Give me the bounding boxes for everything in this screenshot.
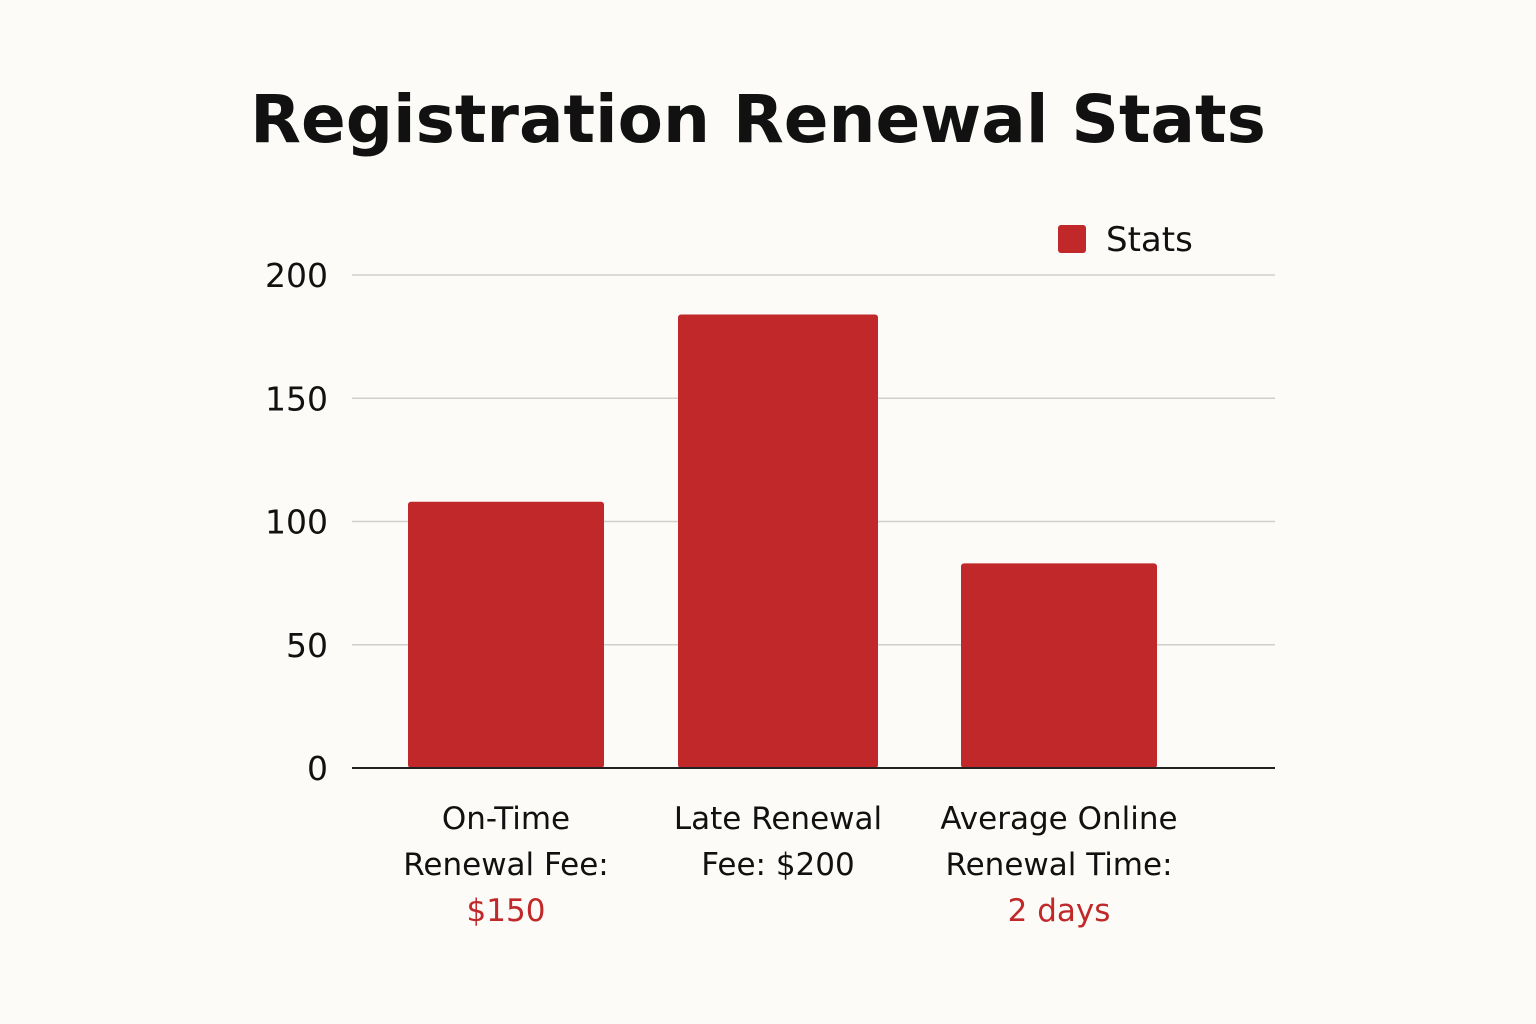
bar-2[interactable] — [678, 314, 878, 768]
y-tick-label: 200 — [265, 256, 328, 295]
x-axis-labels: On-Time Renewal Fee: $150 Late Renewal Fee: … — [403, 801, 1177, 929]
bar-3[interactable] — [961, 563, 1157, 768]
bar-1[interactable] — [408, 501, 604, 768]
y-tick-label: 100 — [265, 503, 328, 542]
legend-label-stats: Stats — [1106, 220, 1193, 260]
x-tick-label: Fee: $200 — [701, 847, 854, 883]
legend-swatch-stats — [1058, 225, 1086, 253]
x-tick-label: On-Time — [442, 801, 570, 837]
x-tick-highlight: 2 days — [1008, 893, 1111, 929]
chart-title: Registration Renewal Stats — [250, 81, 1266, 158]
bars — [408, 314, 1157, 768]
x-tick-highlight: $150 — [467, 893, 546, 929]
x-tick-label: Renewal Time: — [945, 847, 1172, 883]
y-tick-label: 150 — [265, 379, 328, 418]
legend[interactable]: Stats — [1058, 220, 1193, 260]
y-axis-ticks: 0 50 100 150 200 — [265, 256, 328, 788]
y-tick-label: 0 — [307, 749, 328, 788]
x-tick-label: Renewal Fee: — [403, 847, 608, 883]
x-tick-label: Average Online — [940, 801, 1177, 837]
x-tick-label: Late Renewal — [674, 801, 882, 837]
y-tick-label: 50 — [286, 626, 328, 665]
